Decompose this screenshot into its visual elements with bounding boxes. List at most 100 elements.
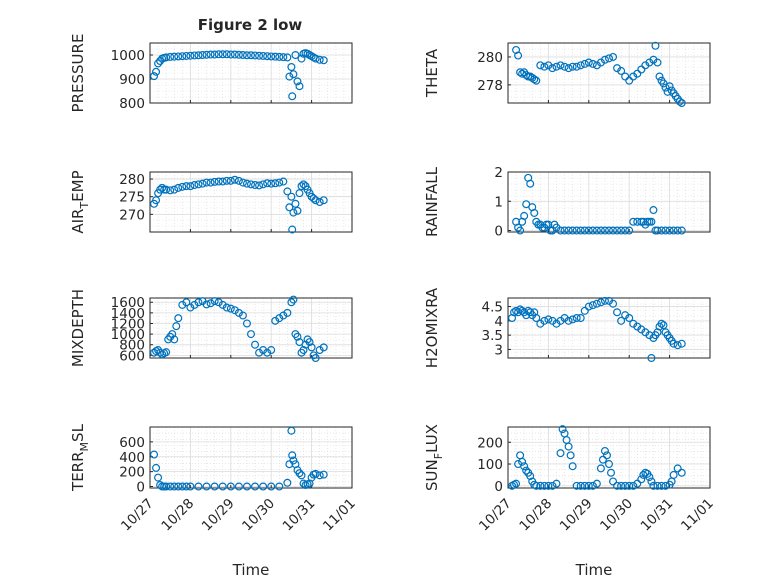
- data-point: [186, 482, 195, 491]
- data-point: [592, 226, 601, 235]
- data-point: [222, 50, 231, 59]
- data-point: [536, 481, 545, 490]
- x-tick-label: 11/01: [320, 496, 359, 535]
- data-point: [568, 62, 577, 71]
- data-point: [311, 354, 320, 363]
- data-point: [150, 348, 159, 357]
- data-point: [198, 179, 207, 188]
- data-point: [283, 308, 292, 317]
- y-tick-label: 4: [494, 314, 503, 330]
- y-axis-label-main: THETA: [423, 48, 441, 98]
- data-point: [592, 479, 601, 488]
- data-point: [271, 316, 280, 325]
- data-point: [218, 300, 227, 309]
- y-tick-label: 275: [119, 190, 145, 206]
- y-axis-label: TERRMSL: [69, 423, 91, 492]
- data-point: [275, 178, 284, 187]
- data-point: [665, 82, 674, 91]
- data-point: [596, 298, 605, 307]
- data-point: [602, 451, 611, 460]
- data-point: [669, 339, 678, 348]
- data-point: [283, 478, 292, 487]
- data-point: [234, 176, 243, 185]
- x-axis-label-left: Time: [232, 561, 270, 579]
- y-tick-label: 3.5: [482, 328, 503, 344]
- data-point: [673, 464, 682, 473]
- data-point: [576, 314, 585, 323]
- data-point: [564, 226, 573, 235]
- data-point: [584, 302, 593, 311]
- data-point: [222, 176, 231, 185]
- data-point: [299, 479, 308, 488]
- data-point: [556, 226, 565, 235]
- data-point: [633, 69, 642, 78]
- data-point: [194, 180, 203, 189]
- data-point: [210, 177, 219, 186]
- data-point: [649, 206, 658, 215]
- data-point: [613, 308, 622, 317]
- data-point: [295, 189, 304, 198]
- figure-title: Figure 2 low: [198, 16, 303, 34]
- data-point: [653, 226, 662, 235]
- y-axis-label-subscript: F: [432, 453, 445, 459]
- data-point: [226, 482, 235, 491]
- data-point: [283, 53, 292, 62]
- data-point: [311, 54, 320, 63]
- y-tick-label: 0: [494, 479, 503, 495]
- data-point: [564, 64, 573, 73]
- data-point: [609, 226, 618, 235]
- data-point: [673, 226, 682, 235]
- y-axis-label-main: RAINFALL: [423, 166, 441, 237]
- data-point: [152, 196, 161, 205]
- data-point: [604, 226, 613, 235]
- data-point: [214, 50, 223, 59]
- data-point: [242, 51, 251, 60]
- data-point: [226, 176, 235, 185]
- data-point: [178, 300, 187, 309]
- y-tick-label: 3: [494, 342, 503, 358]
- data-point: [596, 464, 605, 473]
- data-point: [210, 297, 219, 306]
- data-point: [518, 457, 527, 466]
- data-point: [600, 296, 609, 305]
- data-point: [288, 225, 297, 234]
- data-point: [166, 52, 175, 61]
- data-point: [552, 62, 561, 71]
- data-point: [230, 50, 239, 59]
- y-axis-label-subscript: T: [78, 202, 91, 210]
- data-point: [536, 61, 545, 70]
- y-tick-label: 278: [477, 78, 503, 94]
- data-point: [279, 53, 288, 62]
- data-point: [532, 76, 541, 85]
- x-tick-label: 10/29: [199, 496, 238, 535]
- data-point: [182, 182, 191, 191]
- x-tick-label: 10/31: [638, 496, 677, 535]
- data-point: [647, 477, 656, 486]
- data-point: [592, 299, 601, 308]
- data-point: [584, 481, 593, 490]
- axes-box: [507, 171, 711, 233]
- x-tick-label: 10/28: [516, 496, 555, 535]
- data-point: [637, 65, 646, 74]
- y-axis-label: RAINFALL: [423, 166, 441, 237]
- data-point: [576, 226, 585, 235]
- subplot-2: 278 280 THETA: [423, 41, 711, 107]
- y-tick-label: 1600: [111, 295, 145, 311]
- data-point: [675, 97, 684, 106]
- y-axis-label-main: MIXDEPTH: [69, 289, 87, 367]
- y-tick-label: 0: [494, 224, 503, 240]
- data-point: [653, 481, 662, 490]
- y-tick-label: 200: [119, 465, 145, 481]
- data-point: [512, 479, 521, 488]
- data-point: [647, 217, 656, 226]
- data-point: [319, 196, 328, 205]
- data-point: [540, 62, 549, 71]
- axes-box: [149, 297, 353, 359]
- y-axis-label-main: AIR: [69, 209, 87, 234]
- data-point: [560, 62, 569, 71]
- data-point: [520, 462, 529, 471]
- data-point: [267, 52, 276, 61]
- data-point: [568, 315, 577, 324]
- data-point: [647, 354, 656, 363]
